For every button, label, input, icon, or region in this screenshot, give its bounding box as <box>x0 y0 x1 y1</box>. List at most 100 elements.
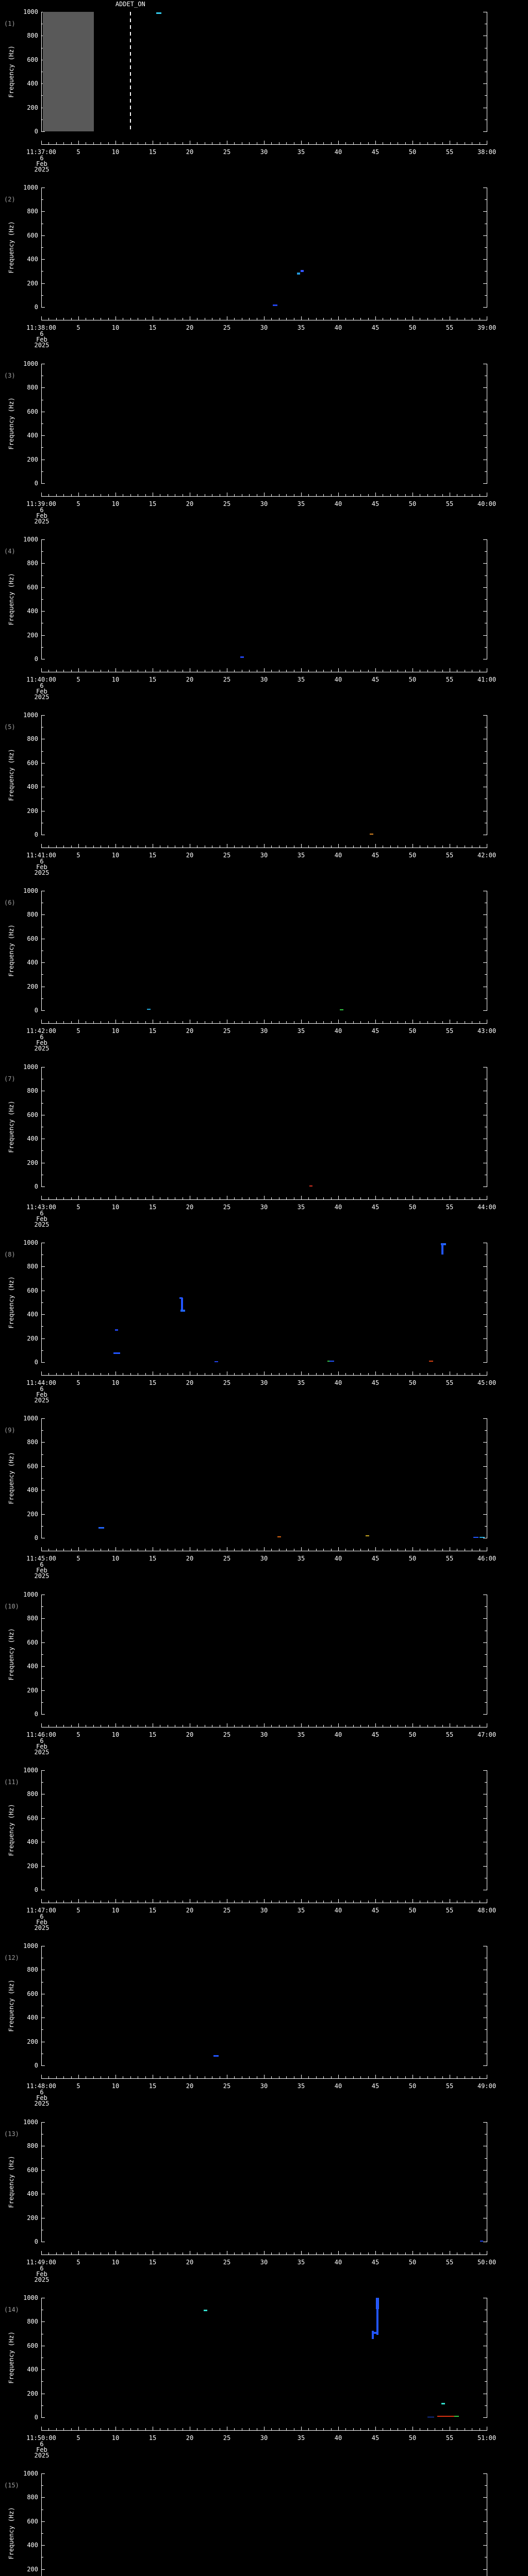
x-tick-mark <box>63 494 64 496</box>
x-tick-label: 55 <box>446 500 454 507</box>
y-tick-mark <box>41 962 45 963</box>
y-tick-label: 400 <box>27 2366 38 2374</box>
event-label: ADDET_ON <box>115 1 145 8</box>
x-tick-mark <box>41 844 42 848</box>
x-tick-mark <box>249 1373 250 1375</box>
spectrogram-mark <box>327 1360 330 1362</box>
y-tick-label: 1000 <box>23 360 38 367</box>
x-tick-label: 10 <box>111 2082 120 2090</box>
x-tick-mark <box>308 670 309 672</box>
x-tick-label: 10 <box>111 852 120 859</box>
y-tick-label: 1000 <box>23 184 38 191</box>
x-tick-label: 50 <box>408 1731 417 1738</box>
date-line: Feb <box>36 863 47 871</box>
x-tick-label: 40 <box>334 1379 342 1386</box>
x-tick-mark <box>412 844 413 848</box>
y-tick-mark <box>41 1350 43 1351</box>
y-tick-mark <box>41 471 43 472</box>
y-axis-title: Frequency (Hz) <box>8 1979 15 2032</box>
x-tick-mark <box>48 1021 49 1023</box>
y-tick-mark <box>485 471 487 472</box>
x-tick-mark <box>338 668 339 672</box>
x-tick-mark <box>405 1021 406 1023</box>
x-tick-label: 20 <box>186 676 194 683</box>
x-tick-mark <box>234 1725 235 1727</box>
x-tick-mark <box>249 2428 250 2430</box>
x-tick-mark <box>323 494 324 496</box>
panel-index-label: (8) <box>4 1251 15 1258</box>
x-tick-mark <box>405 2076 406 2078</box>
y-tick-mark <box>485 295 487 296</box>
x-tick-mark <box>78 1899 79 1903</box>
x-tick-mark <box>405 1549 406 1551</box>
x-axis <box>41 1375 487 1376</box>
y-tick-label: 200 <box>27 1510 38 1518</box>
x-tick-mark <box>271 1021 272 1023</box>
x-tick-label: 20 <box>186 1907 194 1914</box>
x-tick-mark <box>249 1197 250 1199</box>
x-tick-mark <box>63 845 64 848</box>
x-tick-mark <box>308 494 309 496</box>
y-tick-mark <box>485 1430 487 1431</box>
x-tick-mark <box>375 2075 376 2078</box>
y-tick-mark <box>485 1302 487 1303</box>
x-tick-mark <box>308 1549 309 1551</box>
x-tick-mark <box>271 2252 272 2255</box>
x-tick-label: 40 <box>334 1027 342 1035</box>
y-tick-mark <box>483 2321 487 2322</box>
spectrogram-mark <box>454 2416 459 2417</box>
x-tick-label: 15 <box>148 2434 157 2442</box>
x-tick-mark <box>130 1901 131 1903</box>
y-tick-mark <box>41 2473 45 2474</box>
date-line: Feb <box>36 512 47 519</box>
y-tick-mark <box>41 1618 45 1619</box>
panel-index-label: (6) <box>4 899 15 906</box>
x-tick-mark <box>316 2076 317 2078</box>
x-start-time-label: 11:42:00 <box>26 1027 56 1035</box>
x-tick-mark <box>427 1901 428 1903</box>
x-tick-label: 30 <box>260 1204 268 1211</box>
spectrogram-mark <box>441 1243 446 1246</box>
x-tick-mark <box>345 1197 346 1199</box>
x-tick-mark <box>286 1197 287 1199</box>
x-tick-mark <box>331 2076 332 2078</box>
x-tick-mark <box>41 1547 42 1551</box>
y-tick-label: 600 <box>27 1990 38 1997</box>
x-tick-mark <box>353 1725 354 1727</box>
x-tick-mark <box>353 1021 354 1023</box>
x-tick-label: 15 <box>148 500 157 507</box>
spectrogram-mark <box>180 1309 185 1312</box>
x-tick-mark <box>41 2427 42 2430</box>
y-tick-mark <box>41 2485 43 2486</box>
y-tick-label: 600 <box>27 1462 38 1470</box>
x-tick-mark <box>48 845 49 848</box>
x-tick-label: 25 <box>223 148 231 156</box>
x-tick-label: 40 <box>334 676 342 683</box>
x-tick-label: 25 <box>223 500 231 507</box>
y-axis-title: Frequency (Hz) <box>8 1628 15 1681</box>
x-tick-mark <box>442 1021 443 1023</box>
panel-index-label: (15) <box>4 2482 19 2489</box>
x-tick-mark <box>368 1197 369 1199</box>
x-tick-label: 5 <box>76 500 80 507</box>
x-start-time-label: 11:44:00 <box>26 1379 56 1386</box>
x-tick-label: 15 <box>148 1731 157 1738</box>
x-tick-label: 40 <box>334 1555 342 1562</box>
x-tick-label: 45 <box>371 2259 380 2266</box>
x-tick-mark <box>145 2428 146 2430</box>
y-tick-mark <box>485 2533 487 2534</box>
x-end-time-label: 44:00 <box>477 1204 497 1211</box>
panel-index-label: (11) <box>4 1778 19 1786</box>
x-tick-mark <box>234 494 235 496</box>
spectrogram-mark <box>441 2402 445 2404</box>
y-tick-label: 200 <box>27 982 38 990</box>
x-tick-mark <box>338 2251 339 2255</box>
x-tick-mark <box>78 316 79 320</box>
x-tick-label: 20 <box>186 2082 194 2090</box>
y-tick-mark <box>483 83 487 84</box>
y-tick-mark <box>485 1830 487 1831</box>
y-tick-mark <box>485 647 487 648</box>
y-tick-mark <box>41 95 43 96</box>
x-tick-mark <box>412 316 413 320</box>
